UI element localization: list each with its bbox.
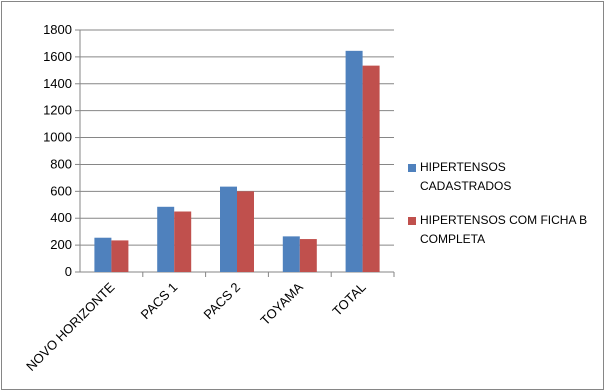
y-tick-label: 400 — [50, 210, 72, 225]
bar-ficha-b — [174, 211, 192, 272]
y-tick-label: 1200 — [43, 103, 72, 118]
bar-cadastrados — [282, 236, 300, 272]
y-tick-label: 800 — [50, 156, 72, 171]
bar-cadastrados — [94, 237, 112, 272]
x-tick-label: NOVO HORIZONTE — [23, 279, 118, 374]
gridlines — [80, 29, 394, 246]
y-tick-label: 1400 — [43, 76, 72, 91]
y-tick-label: 1600 — [43, 49, 72, 64]
y-tick-label: 1000 — [43, 130, 72, 145]
y-tick-label: 600 — [50, 183, 72, 198]
bar-ficha-b — [299, 239, 317, 272]
legend-label-cadastrados: HIPERTENSOS CADASTRADOS — [420, 160, 512, 193]
x-tick-labels: NOVO HORIZONTE PACS 1 PACS 2 TOYAMA TOTAL — [23, 279, 369, 374]
bars — [94, 50, 380, 272]
y-tick-label: 1800 — [43, 22, 72, 37]
x-tick-label: TOTAL — [329, 280, 368, 319]
bar-cadastrados — [220, 186, 237, 272]
bar-ficha-b — [237, 191, 254, 272]
y-tick-labels: 0 200 400 600 800 1000 1200 1400 1600 1800 — [43, 22, 72, 279]
x-tick-label: PACS 2 — [200, 280, 243, 323]
bar-cadastrados — [345, 50, 363, 272]
legend-item-ficha-b: HIPERTENSOS COM FICHA B COMPLETA — [408, 211, 598, 249]
bar-cadastrados — [157, 206, 175, 272]
y-tick-label: 200 — [50, 237, 72, 252]
legend: HIPERTENSOS CADASTRADOS HIPERTENSOS COM … — [408, 158, 598, 264]
legend-swatch-cadastrados — [408, 164, 416, 172]
legend-item-cadastrados: HIPERTENSOS CADASTRADOS — [408, 158, 598, 196]
bar-ficha-b — [111, 240, 129, 272]
x-tick-label: PACS 1 — [138, 280, 181, 323]
legend-label-ficha-b: HIPERTENSOS COM FICHA B COMPLETA — [420, 213, 588, 246]
bar-ficha-b — [362, 65, 380, 272]
legend-swatch-ficha-b — [408, 217, 416, 225]
x-tick-label: TOYAMA — [257, 279, 306, 328]
y-tick-label: 0 — [65, 264, 72, 279]
